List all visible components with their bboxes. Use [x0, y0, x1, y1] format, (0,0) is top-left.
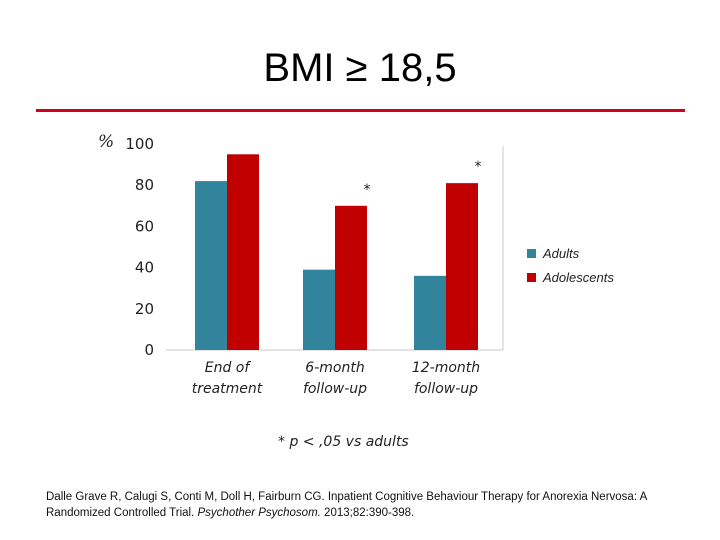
significance-star: *	[364, 182, 371, 198]
bar-adolescents	[227, 154, 259, 350]
legend-swatch-adolescents	[527, 273, 536, 282]
x-tick-label-line: 6-month	[305, 360, 364, 376]
x-tick-label-line: follow-up	[303, 381, 367, 397]
y-tick-label: 80	[135, 176, 154, 194]
x-tick-label: 12-month follow-up	[412, 360, 480, 397]
x-tick-label: 6-month follow-up	[303, 360, 367, 397]
bar-adults	[414, 275, 446, 350]
x-axis-ticks: End of treatment 6-month follow-up 12-month f…	[192, 360, 480, 397]
y-axis-unit-label: %	[98, 132, 114, 152]
bars	[195, 154, 478, 350]
legend: Adults Adolescents	[527, 246, 614, 285]
bar-adolescents	[446, 183, 478, 350]
citation-text: Dalle Grave R, Calugi S, Conti M, Doll H…	[46, 491, 647, 519]
y-axis-ticks: 0 20 40 60 80 100	[125, 135, 154, 359]
x-tick-label-line: treatment	[192, 381, 263, 397]
y-tick-label: 0	[144, 341, 154, 359]
x-tick-label-line: End of	[205, 360, 252, 376]
legend-label: Adolescents	[542, 270, 614, 285]
slide-title: BMI ≥ 18,5	[263, 46, 457, 90]
y-tick-label: 60	[135, 217, 154, 235]
x-tick-label-line: follow-up	[414, 381, 478, 397]
bar-adults	[303, 269, 335, 350]
significance-markers: **	[364, 159, 482, 198]
citation-journal: Psychother Psychosom.	[197, 507, 321, 519]
significance-star: *	[475, 159, 482, 175]
legend-label: Adults	[542, 246, 580, 261]
bar-adolescents	[335, 205, 367, 350]
y-tick-label: 40	[135, 259, 154, 277]
bar-adults	[195, 181, 227, 350]
y-tick-label: 20	[135, 300, 154, 318]
citation-details: 2013;82:390-398.	[320, 507, 415, 519]
x-tick-label: End of treatment	[192, 360, 263, 397]
citation: Dalle Grave R, Calugi S, Conti M, Doll H…	[46, 489, 696, 521]
x-tick-label-line: 12-month	[412, 360, 480, 376]
significance-footnote: * p < ,05 vs adults	[278, 434, 409, 450]
y-tick-label: 100	[125, 135, 154, 153]
legend-swatch-adults	[527, 249, 536, 258]
title-divider	[36, 109, 685, 112]
